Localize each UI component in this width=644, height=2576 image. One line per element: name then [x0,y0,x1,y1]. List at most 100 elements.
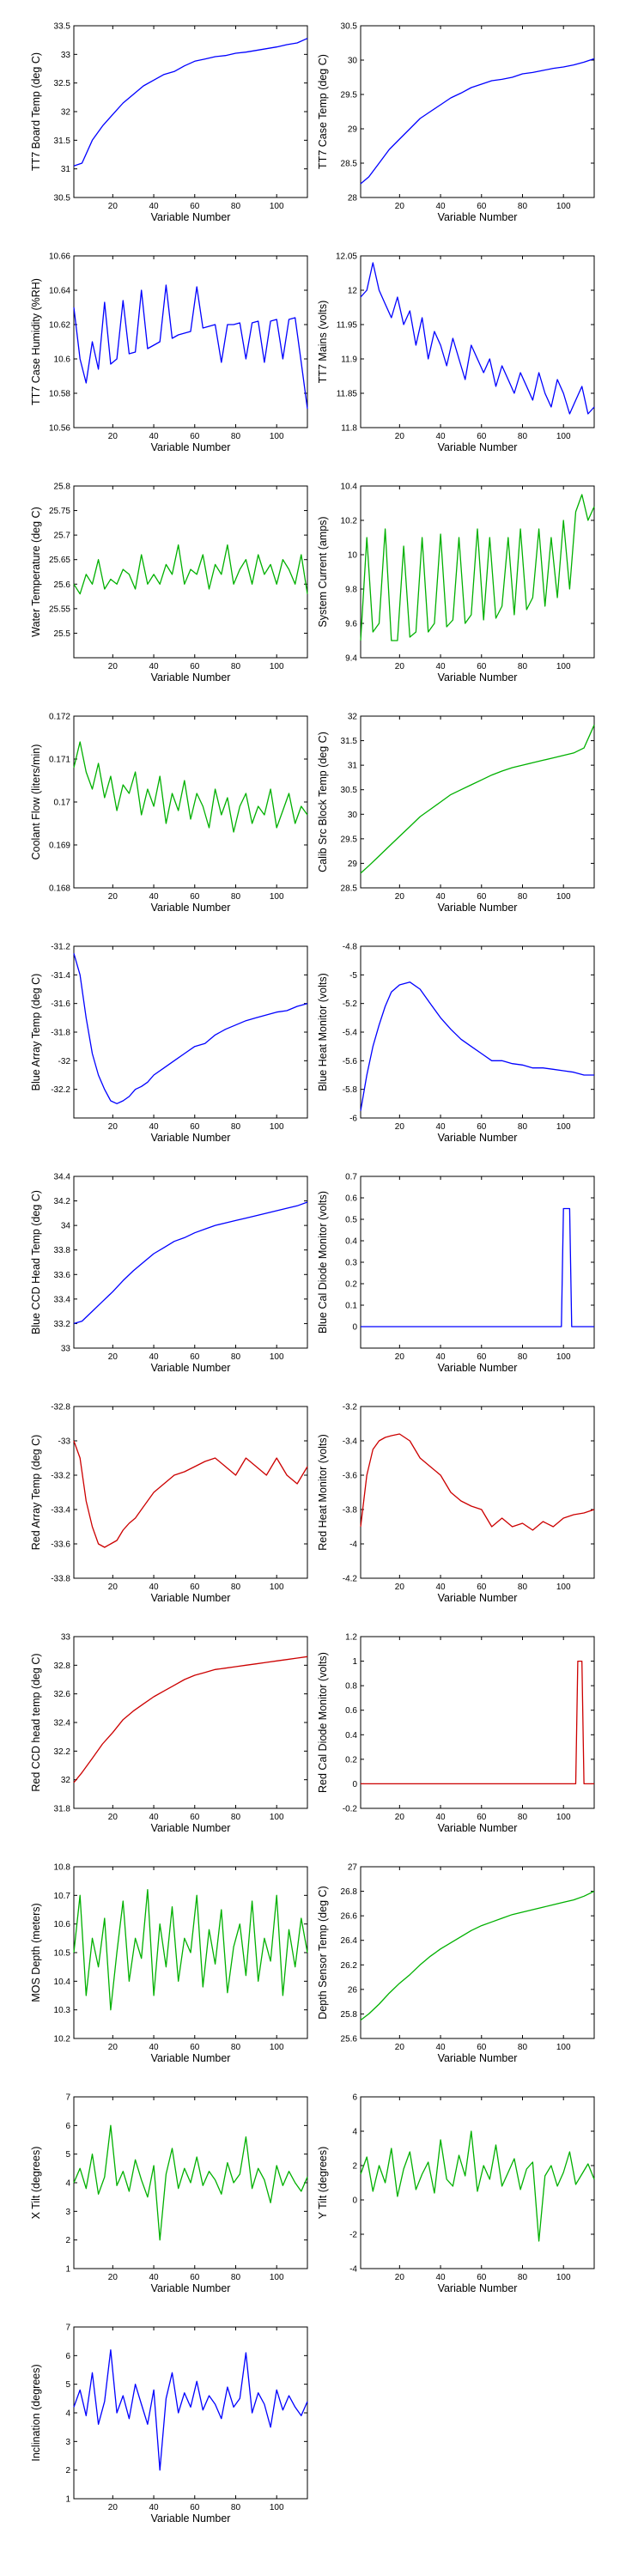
y-tick-label: 32.8 [54,1662,71,1671]
y-tick-label: 10.62 [49,321,70,331]
x-axis-label: Variable Number [151,1362,231,1374]
y-axis-label: MOS Depth (meters) [30,1903,42,2002]
x-tick-label: 60 [477,1352,487,1362]
x-tick-label: 100 [556,662,571,671]
y-tick-label: 0.168 [49,884,70,894]
x-tick-label: 40 [149,1122,159,1132]
x-axis-label: Variable Number [151,2512,231,2524]
y-tick-label: 6 [352,2093,357,2103]
x-axis-label: Variable Number [438,211,518,223]
x-tick-label: 20 [395,432,405,441]
x-tick-label: 100 [270,1583,284,1592]
x-axis-label: Variable Number [151,441,231,453]
y-tick-label: 27 [348,1863,358,1873]
x-tick-label: 80 [231,1352,241,1362]
x-tick-label: 100 [270,1352,284,1362]
x-tick-label: 40 [435,892,446,902]
series-line [73,1656,308,1783]
x-axis-label: Variable Number [438,1132,518,1144]
y-tick-label: 5 [65,2380,70,2390]
x-tick-label: 20 [108,2503,118,2512]
chart-panel-5: 20 40 60 80 100 25.5 25.55 25.6 25.65 25.7 25.75 25… [30,483,308,683]
x-tick-label: 20 [395,662,405,671]
y-tick-label: 10.4 [341,483,358,492]
y-axis-label: Calib Src Block Temp (deg C) [317,732,329,872]
chart-panel-7: 20 40 60 80 100 0.168 0.169 0.17 0.171 0.172 Varia… [30,713,308,914]
x-tick-label: 80 [518,432,528,441]
y-tick-label: 28 [348,194,358,204]
y-tick-label: 30 [348,811,358,820]
x-tick-label: 60 [190,2273,200,2282]
series-line [361,1207,594,1327]
chart-panel-20: 20 40 60 80 100 -4 -2 0 2 4 6 Variable Number Y Tilt… [317,2093,595,2294]
chart-panel-3: 20 40 60 80 100 10.56 10.58 10.6 10.62 10.64 10.66… [30,252,308,453]
x-axis-label: Variable Number [438,2052,518,2064]
y-tick-label: 7 [65,2324,70,2333]
y-tick-label: 10.2 [54,2035,71,2044]
y-axis-label: TT7 Case Temp (deg C) [317,54,329,169]
y-tick-label: 0.3 [345,1259,357,1268]
x-tick-label: 20 [108,662,118,671]
x-axis-label: Variable Number [438,441,518,453]
x-tick-label: 60 [190,2503,200,2512]
y-tick-label: 1 [65,2265,70,2275]
series-line [73,2349,308,2471]
chart-panel-13: 20 40 60 80 100 -33.8 -33.6 -33.4 -33.2 -33 -32.8 V… [30,1403,308,1604]
x-tick-label: 20 [395,892,405,902]
x-tick-label: 80 [518,662,528,671]
y-tick-label: 10.64 [49,287,70,296]
y-axis-label: Red Cal Diode Monitor (volts) [317,1652,329,1793]
chart-panel-17: 20 40 60 80 100 10.2 10.3 10.4 10.5 10.6 10.7 10.8 V… [30,1863,308,2064]
x-tick-label: 100 [270,662,284,671]
y-tick-label: -3.2 [343,1403,358,1413]
x-tick-label: 100 [270,892,284,902]
chart-panel-19: 20 40 60 80 100 1 2 3 4 5 6 7 Variable Number X Tilt … [30,2093,308,2294]
y-tick-label: -4.2 [343,1575,358,1584]
y-tick-label: 9.4 [345,654,357,664]
y-tick-label: 34 [61,1222,71,1231]
y-tick-label: 2 [65,2466,70,2476]
x-tick-label: 20 [395,2043,405,2052]
y-tick-label: 28.5 [341,160,358,169]
x-tick-label: 60 [190,2043,200,2052]
x-tick-label: 80 [231,432,241,441]
y-tick-label: -3.8 [343,1506,358,1516]
x-tick-label: 40 [149,1352,159,1362]
y-tick-label: -4 [349,1540,357,1550]
series-line [360,2130,595,2242]
y-tick-label: 34.2 [54,1197,71,1206]
x-tick-label: 40 [149,2273,159,2282]
x-tick-label: 40 [435,1352,446,1362]
y-axis-label: Y Tilt (degrees) [317,2147,329,2220]
y-tick-label: 32.4 [54,1719,71,1728]
y-axis-label: TT7 Case Humidity (%RH) [30,278,42,405]
y-tick-label: 1 [352,1657,357,1667]
x-tick-label: 40 [149,1583,159,1592]
y-tick-label: -31.4 [51,971,70,981]
x-axis-label: Variable Number [438,671,518,683]
y-tick-label: 0.17 [54,799,71,808]
y-tick-label: 11.9 [341,355,357,365]
x-tick-label: 20 [108,432,118,441]
x-axis-label: Variable Number [438,2282,518,2294]
x-tick-label: 20 [108,2273,118,2282]
y-tick-label: 0.2 [345,1755,357,1765]
series-line [360,494,595,641]
plot-frame [73,25,308,198]
y-tick-label: 7 [65,2093,70,2103]
x-tick-label: 80 [518,1352,528,1362]
x-tick-label: 60 [477,1122,487,1132]
x-tick-label: 20 [395,1813,405,1822]
chart-panel-12: 20 40 60 80 100 0 0.1 0.2 0.3 0.4 0.5 0.6 0.7 Variabl… [317,1173,595,1374]
y-tick-label: 25.65 [49,556,70,565]
series-line [73,953,308,1104]
y-tick-label: 0.6 [345,1194,357,1204]
x-tick-label: 100 [556,1813,571,1822]
y-tick-label: 26.6 [341,1912,358,1922]
x-tick-label: 80 [518,2273,528,2282]
y-tick-label: 29 [348,860,358,869]
chart-panel-21: 20 40 60 80 100 1 2 3 4 5 6 7 Variable Number Inclina… [30,2324,308,2524]
y-axis-label: Inclination (degrees) [30,2364,42,2461]
x-tick-label: 80 [231,2043,241,2052]
chart-panel-4: 20 40 60 80 100 11.8 11.85 11.9 11.95 12 12.05 Vari… [317,252,595,453]
